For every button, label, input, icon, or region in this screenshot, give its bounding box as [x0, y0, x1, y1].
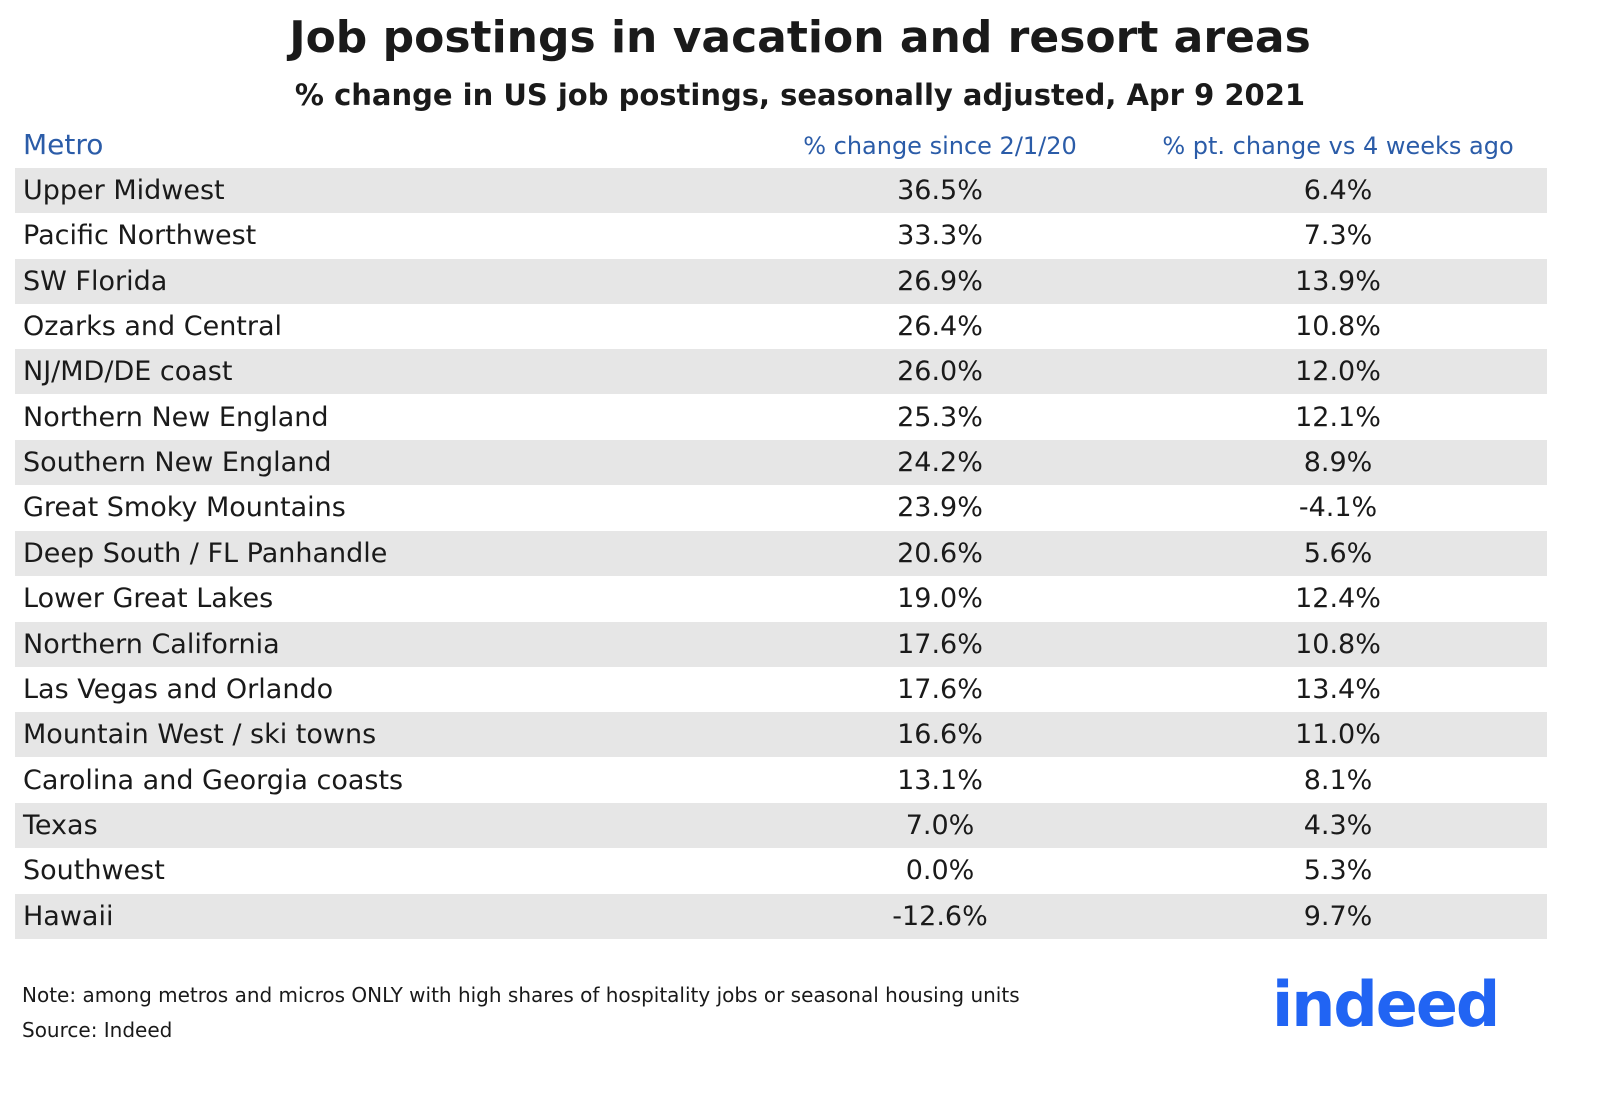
table-row: Upper Midwest 36.5% 6.4% [15, 168, 1547, 213]
value-cell: 24.2% [897, 447, 983, 479]
value-cell: 7.0% [905, 809, 975, 841]
value-cell: 12.1% [1295, 401, 1381, 433]
value-cell: 26.4% [897, 311, 983, 343]
table-row: Great Smoky Mountains 23.9% -4.1% [15, 485, 1547, 530]
metro-cell: Ozarks and Central [23, 311, 283, 343]
value-cell: 8.9% [1303, 447, 1373, 479]
value-cell: 0.0% [905, 855, 975, 887]
value-cell: 4.3% [1303, 809, 1373, 841]
value-cell: 13.1% [897, 764, 983, 796]
table-row: Hawaii -12.6% 9.7% [15, 893, 1547, 939]
table-row: Texas 7.0% 4.3% [15, 802, 1547, 848]
table-row: Northern California 17.6% 10.8% [15, 621, 1547, 667]
column-header: Metro [23, 128, 104, 161]
subtitle: % change in US job postings, seasonally … [294, 78, 1306, 112]
value-cell: -12.6% [892, 900, 988, 932]
metro-cell: Lower Great Lakes [23, 583, 274, 615]
table-row: Las Vegas and Orlando 17.6% 13.4% [15, 667, 1547, 712]
value-cell: 26.9% [897, 265, 983, 297]
metro-cell: Southern New England [23, 447, 332, 479]
value-cell: 12.0% [1295, 356, 1381, 388]
column-header: % change since 2/1/20 [803, 132, 1077, 160]
table-row: SW Florida 26.9% 13.9% [15, 258, 1547, 304]
value-cell: 6.4% [1303, 175, 1373, 206]
metro-cell: Northern New England [23, 401, 329, 433]
table-row: Pacific Northwest 33.3% 7.3% [15, 213, 1547, 258]
table-row: Deep South / FL Panhandle 20.6% 5.6% [15, 530, 1547, 576]
table-row: Mountain West / ski towns 16.6% 11.0% [15, 712, 1547, 758]
value-cell: 20.6% [897, 537, 983, 569]
table-row: NJ/MD/DE coast 26.0% 12.0% [15, 349, 1547, 395]
value-cell: 17.6% [897, 628, 983, 660]
metro-cell: Hawaii [23, 900, 114, 932]
table-row: Southwest 0.0% 5.3% [15, 848, 1547, 893]
table-row: Carolina and Georgia coasts 13.1% 8.1% [15, 758, 1547, 803]
metro-cell: Northern California [23, 628, 280, 660]
metro-cell: Texas [23, 809, 98, 841]
metro-cell: Pacific Northwest [23, 220, 257, 252]
metro-cell: Mountain West / ski towns [23, 719, 377, 751]
value-cell: 33.3% [897, 220, 983, 252]
metro-cell: Carolina and Georgia coasts [23, 764, 404, 796]
value-cell: 7.3% [1303, 220, 1373, 252]
value-cell: 12.4% [1295, 583, 1381, 615]
value-cell: 19.0% [897, 583, 983, 615]
value-cell: 36.5% [897, 175, 983, 206]
value-cell: 17.6% [897, 673, 983, 705]
value-cell: 26.0% [897, 356, 983, 388]
metro-cell: Great Smoky Mountains [23, 492, 346, 524]
column-header: % pt. change vs 4 weeks ago [1162, 132, 1514, 160]
value-cell: 10.8% [1295, 628, 1381, 660]
metro-cell: Southwest [23, 855, 165, 887]
value-cell: 13.4% [1295, 673, 1381, 705]
note: Note: among metros and micros ONLY with … [22, 983, 1020, 1007]
metro-cell: Deep South / FL Panhandle [23, 537, 388, 569]
table-row: Lower Great Lakes 19.0% 12.4% [15, 576, 1547, 621]
value-cell: 9.7% [1303, 900, 1373, 932]
value-cell: 25.3% [897, 401, 983, 433]
value-cell: 10.8% [1295, 311, 1381, 343]
table-row: Southern New England 24.2% 8.9% [15, 440, 1547, 486]
title: Job postings in vacation and resort area… [289, 12, 1311, 63]
source: Source: Indeed [22, 1018, 173, 1042]
value-cell: 23.9% [897, 492, 983, 524]
metro-cell: SW Florida [23, 265, 168, 297]
value-cell: 11.0% [1295, 719, 1381, 751]
value-cell: 13.9% [1295, 265, 1381, 297]
value-cell: 5.3% [1303, 855, 1373, 887]
table-row: Northern New England 25.3% 12.1% [15, 395, 1547, 440]
metro-cell: Upper Midwest [23, 175, 225, 206]
value-cell: 8.1% [1303, 764, 1373, 796]
table-row: Ozarks and Central 26.4% 10.8% [15, 304, 1547, 349]
value-cell: 5.6% [1303, 537, 1373, 569]
logo: indeed [1272, 968, 1500, 1041]
value-cell: 16.6% [897, 719, 983, 751]
metro-cell: Las Vegas and Orlando [23, 673, 334, 705]
value-cell: -4.1% [1298, 492, 1378, 524]
metro-cell: NJ/MD/DE coast [23, 356, 233, 388]
